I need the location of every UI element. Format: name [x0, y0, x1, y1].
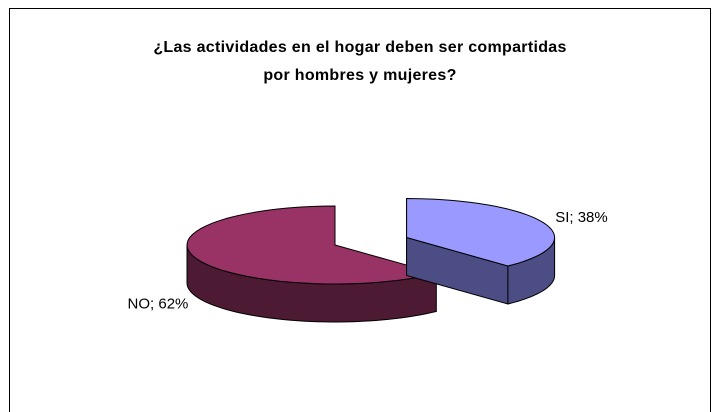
data-label: SI; 38% — [555, 209, 608, 226]
chart-title: ¿Las actividades en el hogar deben ser c… — [153, 39, 567, 84]
slice — [186, 205, 437, 285]
data-label: NO; 62% — [128, 295, 189, 312]
chart-frame — [9, 8, 711, 412]
slice — [406, 198, 556, 267]
